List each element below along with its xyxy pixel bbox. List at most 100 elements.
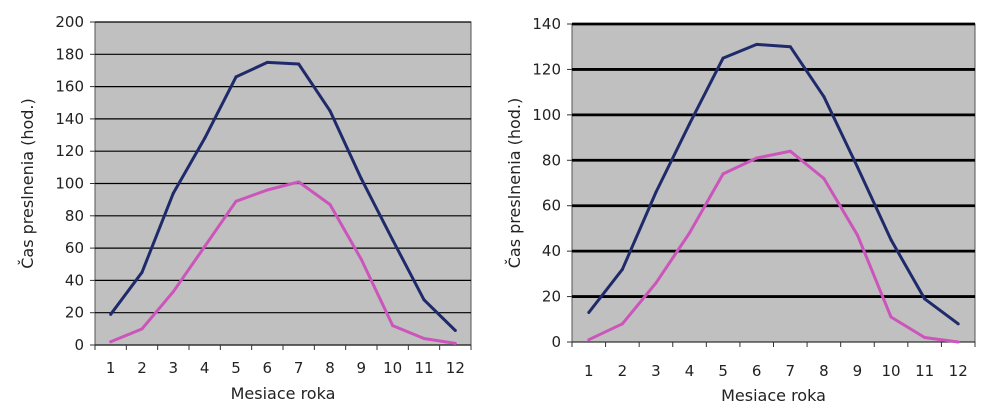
chart2-series-2-point (855, 233, 859, 237)
chart1-xtick-label: 2 (137, 359, 147, 377)
chart2-series-1-point (923, 297, 927, 301)
chart2-plot-area (571, 23, 976, 343)
chart1-series-1-point (140, 270, 144, 274)
chart1-xtick-label: 11 (414, 359, 433, 377)
chart2-series-1-point (855, 165, 859, 169)
chart2-ytick-label: 120 (532, 60, 561, 78)
chart2-series-2-point (721, 172, 725, 176)
chart2-ytick-label: 60 (542, 197, 561, 215)
chart1-series-2-point (234, 199, 238, 203)
chart1-series-1-point (297, 62, 301, 66)
chart1-ytick-label: 100 (55, 175, 84, 193)
chart2-series-2-point (620, 322, 624, 326)
chart1-series-1-line (109, 60, 457, 332)
chart1-series-2-point (203, 244, 207, 248)
chart2-series-1-point (755, 42, 759, 46)
chart2-ytick-label: 140 (532, 15, 561, 33)
chart2-series-2-point (788, 149, 792, 153)
chart2-ytick-label: 20 (542, 288, 561, 306)
chart2-y-axis-title: Čas preslnenia (hod.) (505, 98, 524, 269)
chart2-x-axis-title: Mesiace roka (721, 386, 826, 405)
chart1-series-2-point (140, 327, 144, 331)
chart2-xtick-label: 12 (949, 362, 968, 380)
chart1-ytick-label: 140 (55, 110, 84, 128)
chart1-y-axis-title: Čas preslnenia (hod.) (18, 98, 37, 269)
chart1-series-1-point (203, 136, 207, 140)
chart1-series-2-point (422, 337, 426, 341)
chart2-series-1-point (654, 190, 658, 194)
chart2-xtick-label: 8 (819, 362, 829, 380)
chart1-series-1-point (265, 60, 269, 64)
chart1-series-1-point (109, 312, 113, 316)
chart2-series-1-point (721, 56, 725, 60)
chart1-xtick-label: 5 (231, 359, 241, 377)
chart1-series-2-point (359, 257, 363, 261)
chart1-ytick-label: 40 (65, 271, 84, 289)
chart2-xtick-label: 4 (685, 362, 695, 380)
chart1-series-1-point (422, 298, 426, 302)
chart1-series-1-point (171, 191, 175, 195)
chart1-series-2-point (328, 202, 332, 206)
chart2-xtick-label: 10 (881, 362, 900, 380)
chart2-xtick-label: 2 (618, 362, 628, 380)
chart2-series-1-point (822, 95, 826, 99)
chart2-series-1-point (788, 45, 792, 49)
chart1-series-2-point (265, 188, 269, 192)
chart1-series-2-point (171, 290, 175, 294)
chart2-series-2-point (688, 231, 692, 235)
chart2-series-1-point (688, 122, 692, 126)
chart1-xtick-label: 1 (106, 359, 116, 377)
chart2-series-2-point (923, 335, 927, 339)
chart1-series-2-point (297, 180, 301, 184)
chart1-series-2-line (110, 180, 456, 345)
chart1-series-1-point (453, 328, 457, 332)
chart2-xtick-label: 9 (853, 362, 863, 380)
chart2-xtick-label: 3 (651, 362, 661, 380)
chart1-series-1-point (328, 109, 332, 113)
chart2-series-2-line (588, 149, 959, 344)
chart2-series-1-point (889, 238, 893, 242)
chart1-xtick-label: 6 (263, 359, 273, 377)
chart2-ytick-label: 40 (542, 242, 561, 260)
chart2-series-2-point (956, 340, 960, 344)
chart1-xtick-label: 12 (446, 359, 465, 377)
chart1-x-axis-title: Mesiace roka (231, 384, 336, 403)
chart2-ytick-label: 80 (542, 151, 561, 169)
chart2-series-1-line (587, 42, 960, 326)
chart1-ytick-label: 0 (74, 336, 84, 354)
chart2-xtick-label: 6 (752, 362, 762, 380)
chart2-series-2-point (587, 338, 591, 342)
chart1-series-2-point (453, 341, 457, 345)
chart2-xtick-label: 5 (718, 362, 728, 380)
chart1-xtick-label: 10 (383, 359, 402, 377)
chart1-xtick-label: 7 (294, 359, 304, 377)
chart1-ytick-label: 80 (65, 207, 84, 225)
chart1-xtick-label: 4 (200, 359, 210, 377)
chart1-ytick-label: 200 (55, 13, 84, 31)
chart1-series-1-point (391, 238, 395, 242)
chart2-series-2-point (889, 315, 893, 319)
chart1-xtick-label: 9 (357, 359, 367, 377)
chart1-ytick-label: 20 (65, 304, 84, 322)
chart2-series-1-point (620, 267, 624, 271)
chart2-xtick-label: 11 (915, 362, 934, 380)
chart1-ytick-label: 160 (55, 78, 84, 96)
chart1-ytick-label: 180 (55, 45, 84, 63)
chart1-series-1-point (359, 177, 363, 181)
chart1-xtick-label: 3 (169, 359, 179, 377)
chart2-series-2-point (654, 281, 658, 285)
chart1-xtick-label: 8 (325, 359, 335, 377)
chart1-series-2-point (109, 340, 113, 344)
chart2-ytick-label: 0 (551, 333, 561, 351)
chart2-series-1-point (956, 322, 960, 326)
chart2-ytick-label: 100 (532, 106, 561, 124)
chart2-series-1-point (587, 310, 591, 314)
chart2-xtick-label: 7 (786, 362, 796, 380)
chart2-series-2-point (755, 156, 759, 160)
chart2-series-2-point (822, 176, 826, 180)
chart2-xtick-label: 1 (584, 362, 594, 380)
chart1-ytick-label: 60 (65, 239, 84, 257)
chart1-series-1-point (234, 75, 238, 79)
